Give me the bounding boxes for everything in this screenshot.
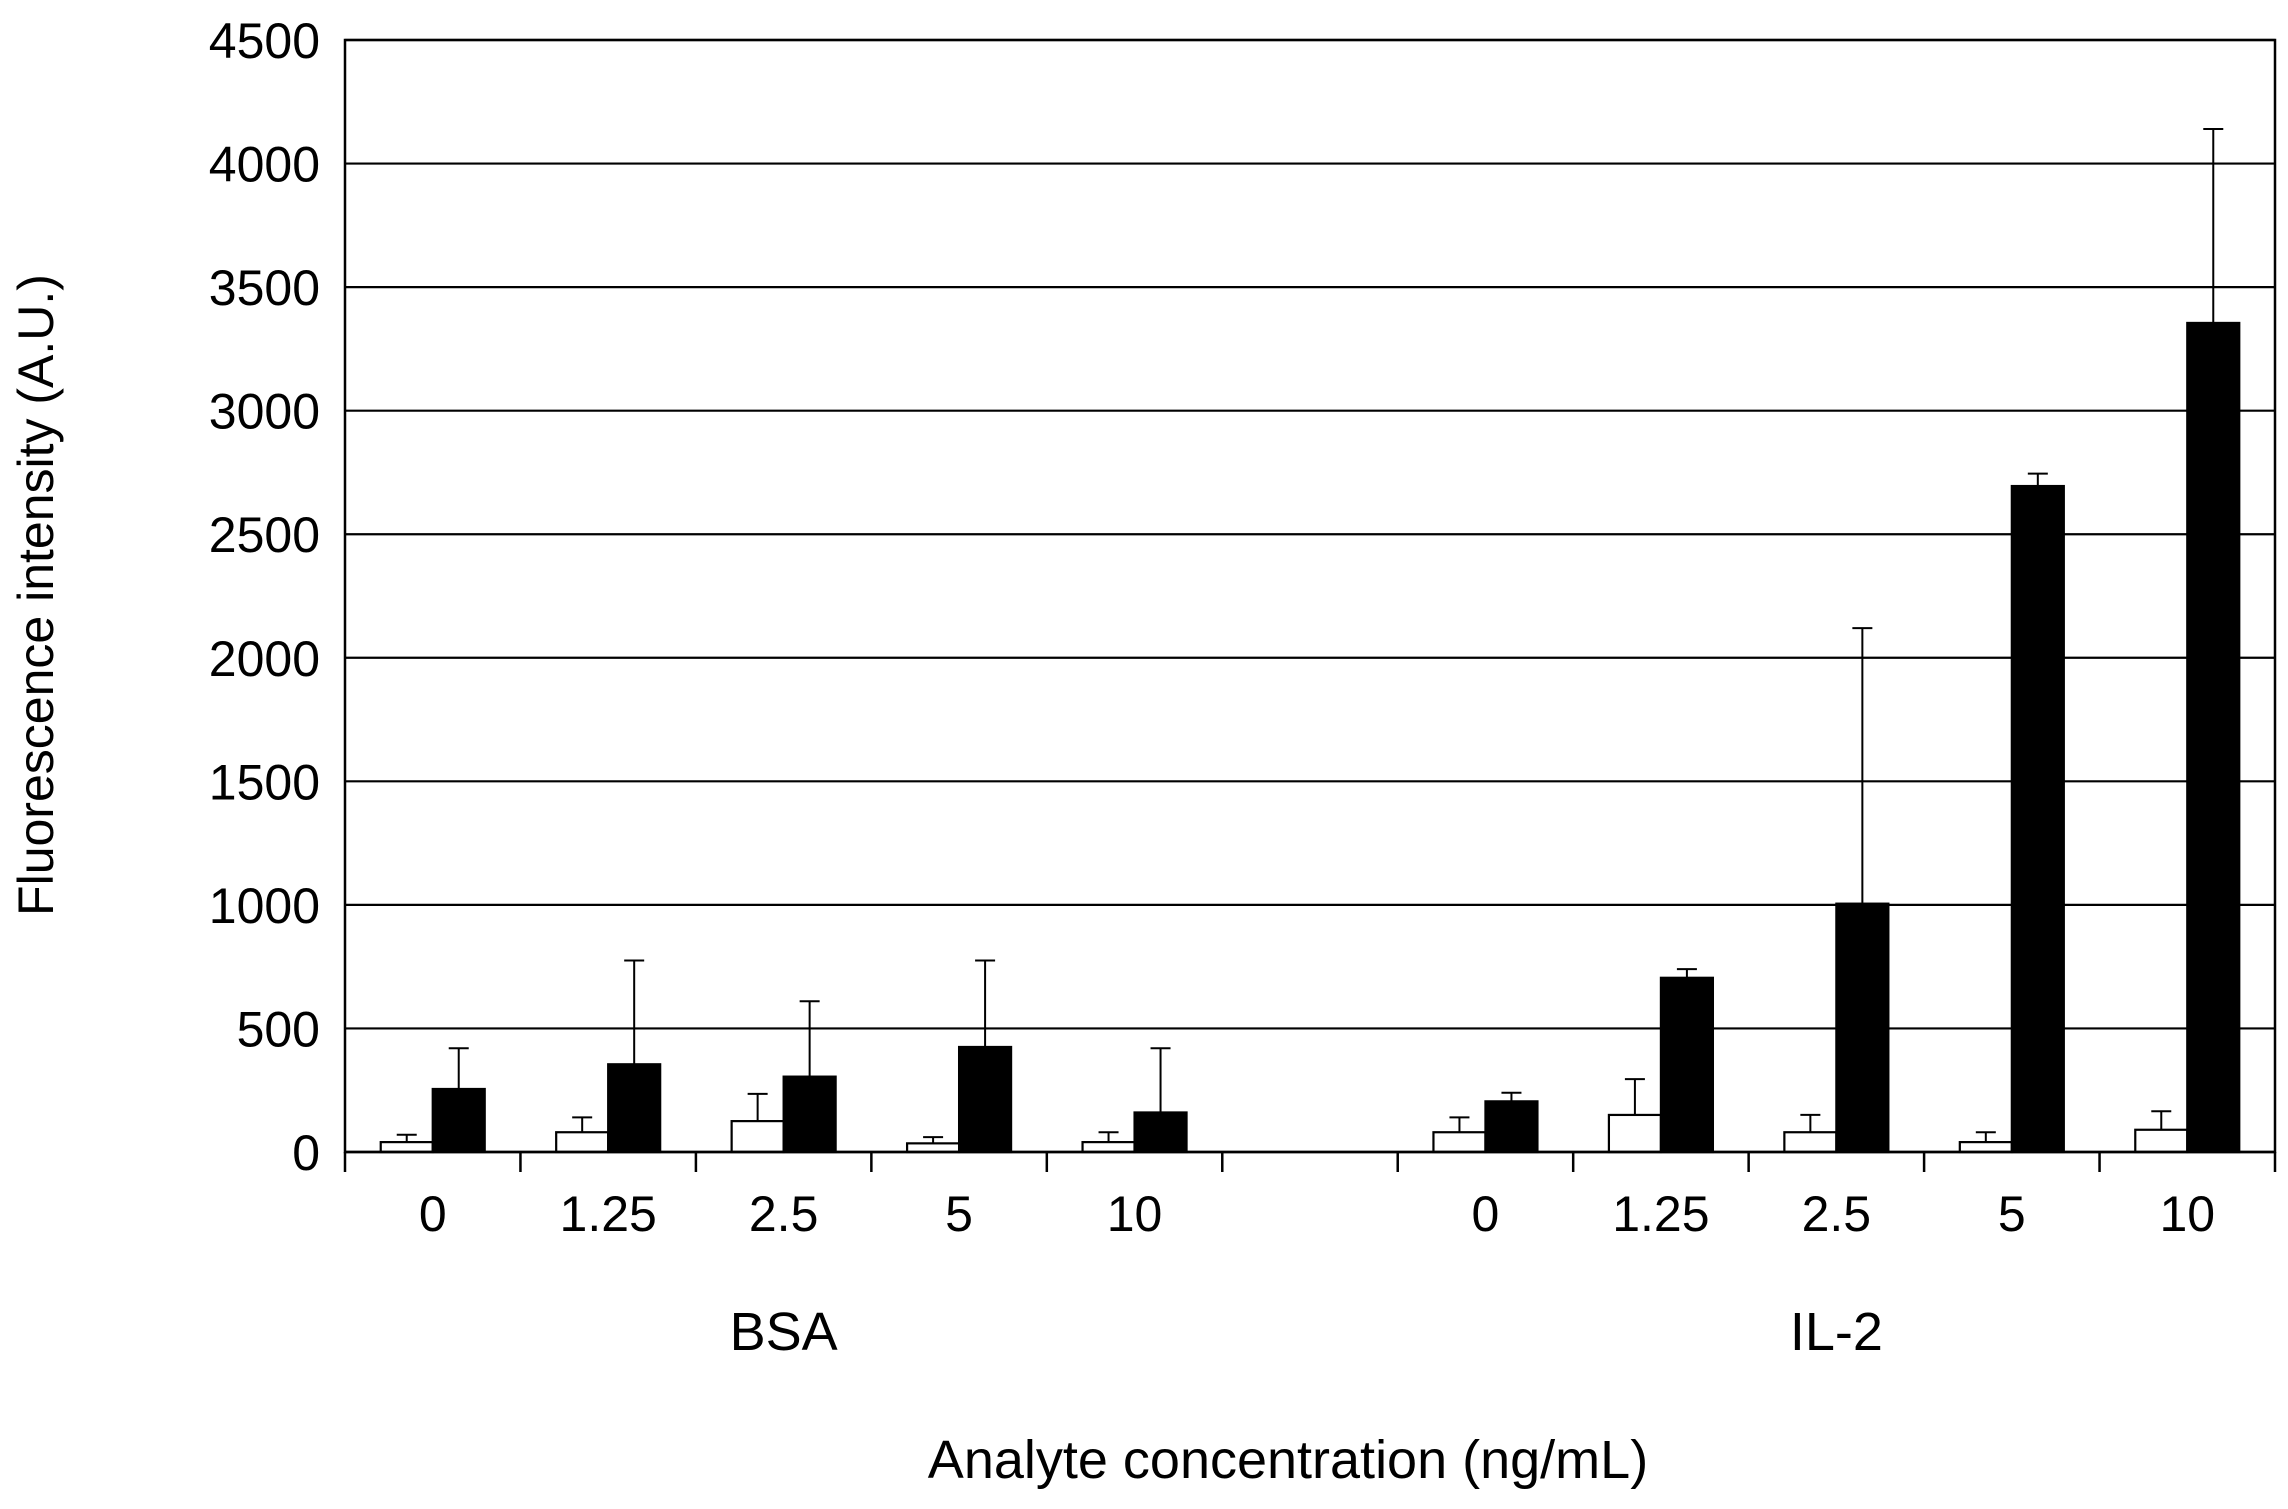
axes (343, 38, 2277, 1172)
y-tick-label-1500: 1500 (209, 754, 320, 810)
y-tick-label-4500: 4500 (209, 13, 320, 69)
group-label-BSA: BSA (730, 1302, 838, 1362)
bar-IL-2-0-open (1432, 1131, 1487, 1154)
x-tick-label-BSA-5: 5 (945, 1186, 973, 1242)
x-tick-label-IL-2-5: 5 (1998, 1186, 2026, 1242)
y-tick-label-4000: 4000 (209, 137, 320, 193)
x-tick-label-BSA-10: 10 (1107, 1186, 1163, 1242)
bar-IL-2-2.5-filled (1835, 902, 1890, 1154)
x-tick-label-IL-2-0: 0 (1472, 1186, 1500, 1242)
y-tick-label-3000: 3000 (209, 384, 320, 440)
y-axis-title: Fluorescence intensity (A.U.) (8, 274, 64, 916)
bar-IL-2-5-filled (2010, 484, 2065, 1154)
x-axis-title: Analyte concentration (ng/mL) (928, 1430, 1648, 1490)
y-tick-label-3500: 3500 (209, 260, 320, 316)
bar-BSA-5-filled (957, 1045, 1013, 1154)
y-tick-label-500: 500 (237, 1001, 320, 1057)
bar-IL-2-10-open (2134, 1128, 2189, 1154)
bar-IL-2-1.25-filled (1659, 976, 1715, 1154)
bar-BSA-0-filled (431, 1087, 486, 1154)
y-tick-label-0: 0 (292, 1125, 320, 1181)
bar-BSA-2.5-filled (782, 1075, 837, 1154)
bar-BSA-10-filled (1133, 1111, 1188, 1154)
x-tick-label-IL-2-1.25: 1.25 (1612, 1186, 1709, 1242)
bar-IL-2-10-filled (2186, 321, 2241, 1154)
bar-BSA-10-open (1081, 1141, 1136, 1154)
bar-BSA-1.25-open (555, 1131, 610, 1154)
y-tick-label-2500: 2500 (209, 507, 320, 563)
labels: 0 500 1000 1500 2000 2500 3000 3500 4000 4500 0 1.2… (209, 13, 2215, 1362)
bar-IL-2-2.5-open (1783, 1131, 1838, 1154)
y-tick-label-2000: 2000 (209, 631, 320, 687)
x-tick-label-BSA-1.25: 1.25 (560, 1186, 657, 1242)
gridlines (345, 38, 2275, 1030)
group-label-IL-2: IL-2 (1790, 1302, 1883, 1362)
bar-IL-2-1.25-open (1607, 1113, 1663, 1154)
bar-IL-2-0-filled (1484, 1100, 1539, 1154)
x-tick-label-BSA-2.5: 2.5 (749, 1186, 819, 1242)
bar-IL-2-5-open (1958, 1141, 2013, 1154)
bars (379, 127, 2241, 1154)
y-tick-label-1000: 1000 (209, 878, 320, 934)
bar-BSA-1.25-filled (607, 1063, 662, 1154)
bar-BSA-5-open (905, 1142, 961, 1154)
bar-BSA-0-open (379, 1141, 434, 1154)
x-tick-label-IL-2-2.5: 2.5 (1802, 1186, 1872, 1242)
x-tick-label-BSA-0: 0 (419, 1186, 447, 1242)
bar-BSA-2.5-open (730, 1120, 785, 1154)
x-tick-label-IL-2-10: 10 (2159, 1186, 2215, 1242)
